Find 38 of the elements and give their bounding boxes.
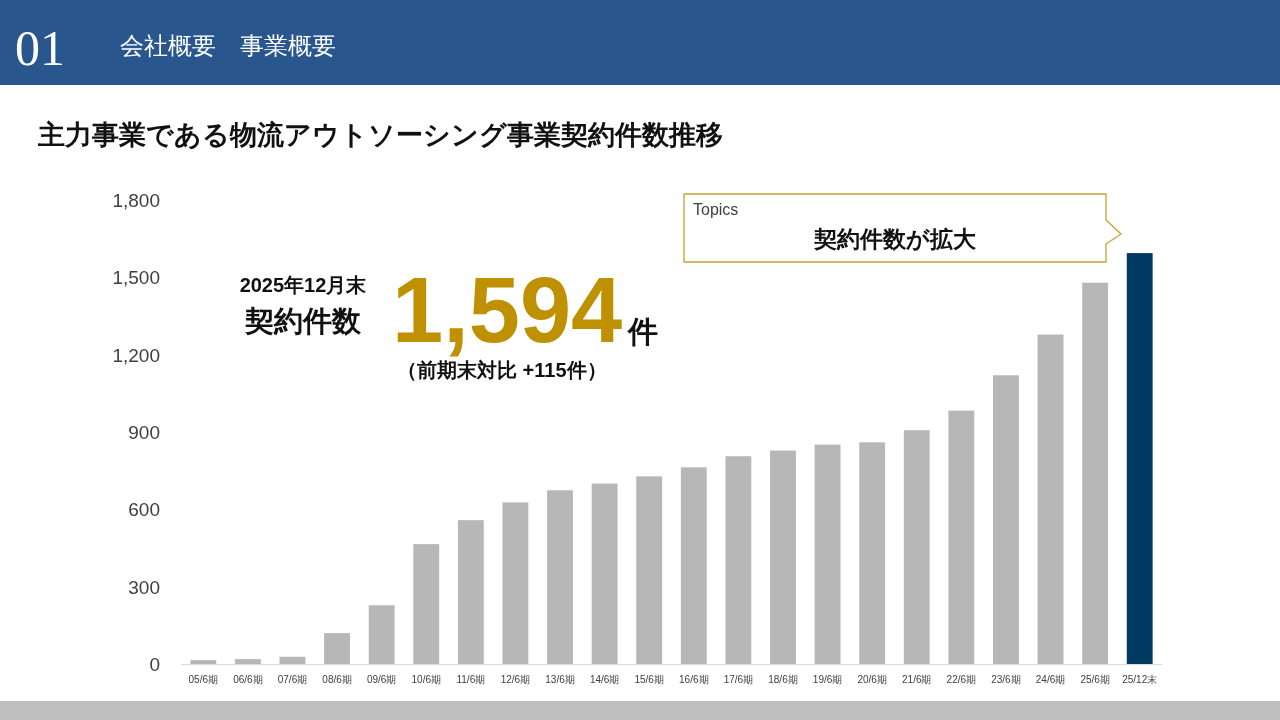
y-tick-label: 1,800	[112, 190, 160, 211]
x-tick-label: 14/6期	[589, 674, 620, 685]
x-tick-label: 15/6期	[634, 674, 664, 685]
x-tick-label: 12/6期	[500, 674, 531, 685]
title: 主力事業である物流アウトソーシング事業契約件数推移	[38, 120, 723, 150]
y-tick-label: 300	[128, 576, 160, 598]
x-tick-label: 11/6期	[456, 674, 486, 685]
y-tick-label: 900	[128, 422, 160, 443]
y-tick-label: 1,200	[112, 344, 160, 366]
annotation: 件	[628, 315, 658, 348]
annotation: 2025年12月末	[239, 274, 367, 296]
x-tick-label: 16/6期	[679, 674, 709, 685]
x-tick-label: 25/6期	[1080, 674, 1110, 685]
x-tick-label: 06/6期	[233, 674, 263, 685]
y-tick-label: 0	[149, 654, 160, 675]
x-tick-label: 22/6期	[946, 674, 977, 685]
annotation: 01	[15, 20, 65, 76]
annotation: 契約件数	[245, 305, 361, 337]
annotation: Topics	[693, 201, 739, 218]
x-tick-label: 08/6期	[322, 674, 352, 685]
x-tick-label: 24/6期	[1035, 674, 1066, 685]
x-tick-label: 09/6期	[366, 674, 397, 685]
x-tick-label: 23/6期	[991, 674, 1021, 685]
x-tick-label: 07/6期	[277, 674, 308, 685]
annotation: （前期末対比 +115件）	[397, 359, 607, 381]
x-tick-label: 18/6期	[768, 674, 798, 685]
x-tick-label: 05/6期	[188, 674, 219, 685]
x-tick-label: 25/12末	[1122, 674, 1158, 685]
x-tick-label: 17/6期	[723, 674, 754, 685]
x-tick-label: 19/6期	[812, 674, 843, 685]
y-tick-label: 1,500	[112, 267, 160, 289]
annotation: 契約件数が拡大	[814, 226, 976, 252]
x-tick-label: 10/6期	[411, 674, 441, 685]
x-tick-label: 21/6期	[902, 674, 932, 685]
x-tick-label: 13/6期	[545, 674, 575, 685]
annotation: 会社概要 事業概要	[120, 32, 336, 59]
x-tick-label: 20/6期	[857, 674, 887, 685]
y-tick-label: 600	[128, 499, 160, 521]
